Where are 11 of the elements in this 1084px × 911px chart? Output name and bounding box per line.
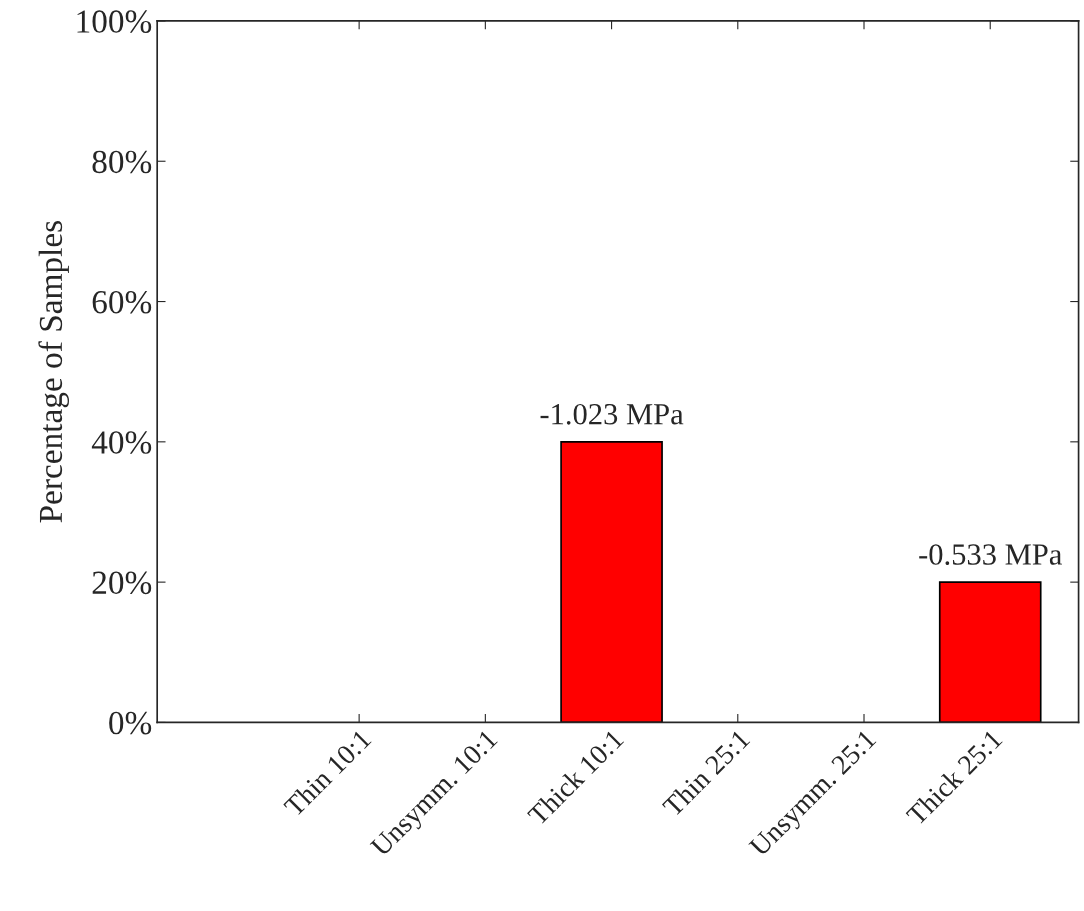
x-tick-label: Thin 10:1 [282, 728, 372, 818]
annotation: -1.023 MPa [540, 403, 684, 425]
y-tick-label: 20% [92, 571, 152, 595]
y-tick-label: 80% [92, 150, 152, 174]
annotation: -0.533 MPa [919, 544, 1062, 565]
y-tick-label: 0% [109, 711, 152, 735]
y-tick-label: 40% [91, 431, 152, 454]
x-tick-label: Thin 25:1 [661, 728, 751, 818]
y-tick-label: 60% [92, 290, 152, 314]
y-tick-label: 100% [77, 10, 152, 33]
y-axis-title: Percentage of Samples [38, 221, 69, 523]
